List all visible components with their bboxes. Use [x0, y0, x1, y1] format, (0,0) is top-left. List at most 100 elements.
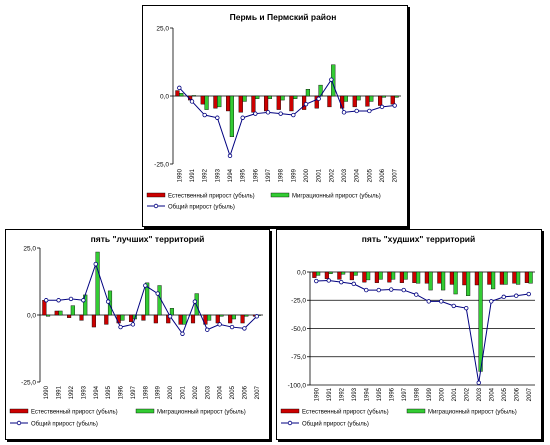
point-total-1998: [143, 283, 148, 288]
chart-title: пять "худших" территорий: [362, 234, 475, 244]
bar-natural-1992: [337, 271, 342, 280]
bar-natural-1997: [128, 314, 134, 322]
x-tick-label-1990: 1990: [44, 385, 50, 399]
point-total-2006: [514, 293, 519, 298]
x-tick-label-2004: 2004: [355, 168, 361, 182]
point-total-2000: [303, 101, 309, 107]
bar-natural-1995: [374, 271, 379, 283]
x-tick-label-2007: 2007: [255, 385, 261, 399]
point-total-2004: [354, 108, 359, 114]
bar-migration-2007: [528, 271, 533, 284]
bar-migration-1994: [95, 251, 100, 316]
legend-marker-2: [287, 420, 293, 426]
point-total-1995: [240, 115, 245, 120]
bar-migration-1995: [378, 271, 383, 280]
x-tick-label-1994: 1994: [228, 168, 234, 182]
x-tick-label-1998: 1998: [143, 385, 149, 399]
bar-natural-1990: [312, 271, 317, 278]
x-tick-label-1999: 1999: [156, 385, 162, 399]
point-total-1993: [81, 298, 86, 303]
point-total-2004: [217, 322, 222, 327]
bar-migration-1996: [255, 95, 260, 99]
point-total-2000: [439, 299, 444, 304]
x-tick-label-2001: 2001: [317, 168, 323, 182]
bar-natural-1993: [213, 95, 218, 109]
y-tick-label-3: -75,0: [291, 354, 306, 361]
bar-natural-1990: [175, 90, 180, 97]
line-total-growth: [316, 279, 529, 383]
x-tick-label-2002: 2002: [193, 385, 199, 399]
bar-migration-1997: [403, 271, 408, 280]
bar-natural-1999: [424, 271, 429, 284]
bar-natural-2002: [190, 314, 196, 324]
bar-natural-2002: [462, 271, 467, 286]
bar-natural-1993: [349, 271, 354, 281]
chart-perm: Пермь и Пермский район 25,0 0,0 -25,0 1990 19…: [146, 12, 401, 211]
point-total-1997: [401, 287, 406, 293]
legend-swatch-0: [280, 408, 300, 414]
y-tick-label-0: 0,0: [297, 269, 306, 276]
x-tick-label-2002: 2002: [464, 387, 470, 401]
point-total-1994: [93, 261, 98, 267]
x-tick-label-2006: 2006: [242, 385, 248, 399]
bar-migration-2004: [356, 95, 361, 101]
point-total-1992: [68, 296, 74, 302]
x-tick-label-1992: 1992: [339, 387, 345, 401]
bar-natural-2005: [365, 95, 370, 107]
bar-natural-1996: [116, 314, 121, 324]
chart-title: пять "лучших" территорий: [91, 234, 205, 244]
legend-label-2: Общий прирост (убыль): [31, 421, 98, 428]
x-tick-label-1991: 1991: [190, 168, 196, 182]
legend-swatch-1: [270, 192, 290, 198]
bar-migration-1992: [70, 305, 75, 316]
bar-migration-1996: [391, 271, 396, 280]
x-tick-label-1993: 1993: [215, 168, 221, 182]
x-tick-label-1996: 1996: [389, 387, 395, 401]
bar-migration-1999: [293, 95, 298, 99]
y-tick-label-1: 0,0: [160, 93, 169, 100]
x-tick-label-1993: 1993: [81, 385, 87, 399]
point-total-1997: [265, 110, 271, 115]
bar-migration-1990: [45, 314, 51, 317]
bar-migration-1991: [191, 95, 196, 97]
bar-migration-1994: [229, 95, 234, 137]
bar-natural-1994: [225, 95, 231, 112]
point-total-2000: [167, 314, 173, 319]
bar-migration-2000: [305, 88, 310, 97]
point-total-1995: [105, 299, 111, 304]
point-total-1994: [364, 287, 369, 293]
x-tick-label-1993: 1993: [352, 387, 358, 401]
x-tick-label-2004: 2004: [489, 387, 495, 401]
bar-migration-1998: [145, 282, 150, 316]
point-total-1993: [351, 281, 356, 287]
x-tick-label-1990: 1990: [177, 168, 183, 182]
chart-title: Пермь и Пермский район: [230, 12, 337, 22]
x-tick-label-2007: 2007: [393, 168, 399, 182]
point-total-2001: [316, 96, 321, 101]
point-total-2003: [476, 380, 481, 385]
bar-migration-2003: [343, 95, 348, 102]
x-tick-label-2005: 2005: [502, 387, 508, 401]
bar-migration-1993: [217, 95, 222, 108]
bar-migration-1992: [204, 95, 209, 110]
bar-natural-1992: [67, 314, 72, 318]
x-tick-label-2005: 2005: [367, 168, 373, 182]
point-total-1992: [202, 112, 207, 118]
legend-label-2: Общий прирост (убыль): [302, 421, 369, 428]
bar-migration-2006: [244, 314, 249, 317]
legend-label-1: Миграционный прирост (убыль): [292, 193, 381, 200]
bar-migration-2000: [169, 308, 174, 316]
y-tick-label-0: 25,0: [156, 25, 169, 32]
legend-label-0: Естественный прирост (убыль): [302, 409, 389, 416]
x-tick-label-1998: 1998: [414, 387, 420, 401]
x-tick-label-1996: 1996: [119, 385, 125, 399]
bar-migration-1990: [179, 93, 184, 97]
point-total-2007: [526, 291, 531, 297]
point-total-2005: [501, 294, 506, 300]
point-total-2007: [254, 314, 260, 319]
bar-natural-1992: [200, 95, 205, 105]
bar-natural-1995: [104, 314, 109, 325]
bar-natural-2001: [449, 271, 454, 285]
x-tick-label-1991: 1991: [57, 385, 63, 399]
x-tick-label-2003: 2003: [205, 385, 211, 399]
